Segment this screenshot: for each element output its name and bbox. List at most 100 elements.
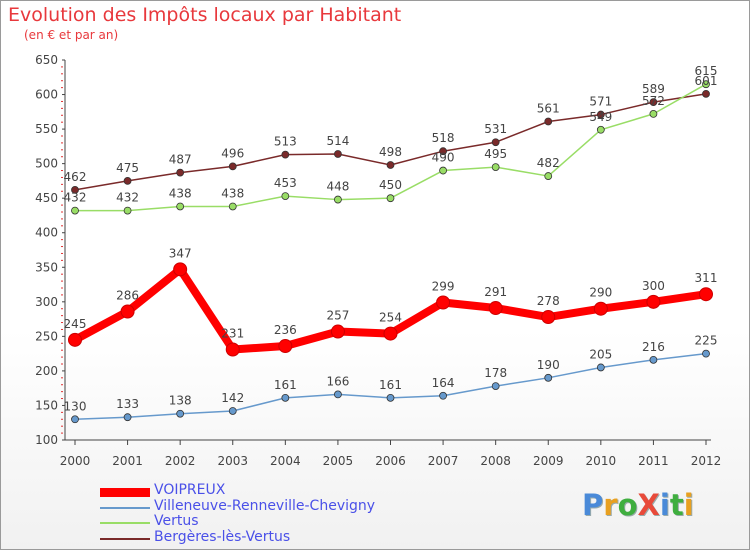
logo-letter: i [659,488,670,522]
data-point-bergeres-les-vertus [228,162,237,171]
data-labels: 462 475 487 496 513 514 498 518 531 561 571 589 601 4… [64,64,718,413]
y-tick-label: 300 [35,295,58,309]
data-label-bergeres-les-vertus: 487 [169,153,192,167]
data-label-bergeres-les-vertus: 601 [695,74,718,88]
data-point-vertus [176,202,185,211]
legend-label: Villeneuve-Renneville-Chevigny [154,497,376,514]
data-point-voipreux [173,262,188,277]
data-label-voipreux: 291 [484,285,507,299]
data-label-voipreux: 286 [116,288,139,302]
data-label-vertus: 448 [326,180,349,194]
x-tick-label: 2002 [165,454,196,468]
data-point-bergeres-les-vertus [71,185,79,194]
y-tick-label: 500 [35,157,58,171]
data-point-vertus [439,166,447,175]
data-label-villeneuve-renneville-chevigny: 190 [537,358,560,372]
x-tick-label: 2001 [112,454,143,468]
x-tick-label: 2009 [533,454,564,468]
data-point-bergeres-les-vertus [334,150,342,158]
data-point-vertus [544,172,553,180]
data-point-villeneuve-renneville-chevigny [491,382,500,391]
data-label-bergeres-les-vertus: 589 [642,82,665,96]
data-label-bergeres-les-vertus: 513 [274,135,297,149]
logo-letter: i [683,488,694,522]
x-tick-label: 2006 [375,454,406,468]
x-tick-label: 2008 [480,454,511,468]
data-label-bergeres-les-vertus: 518 [432,131,455,145]
data-label-voipreux: 245 [64,317,87,331]
data-point-voipreux [488,301,503,316]
data-point-voipreux [383,326,398,341]
data-point-voipreux [541,310,556,325]
data-point-bergeres-les-vertus [439,147,447,156]
data-point-villeneuve-renneville-chevigny [702,349,710,358]
data-label-vertus: 438 [169,186,192,200]
data-label-bergeres-les-vertus: 496 [221,146,244,160]
data-point-vertus [649,109,658,118]
data-point-vertus [702,80,710,89]
data-point-villeneuve-renneville-chevigny [71,415,79,424]
data-label-vertus: 432 [116,191,139,205]
y-tick-label: 200 [35,364,58,378]
legend-item: Villeneuve-Renneville-Chevigny [100,497,500,516]
data-point-voipreux [699,287,713,302]
data-label-villeneuve-renneville-chevigny: 133 [116,397,139,411]
data-point-voipreux [593,301,608,316]
legend-label: Vertus [154,513,199,529]
y-tick-label: 350 [35,260,58,274]
data-label-vertus: 453 [274,176,297,190]
legend-swatch [100,522,150,524]
data-label-voipreux: 300 [642,279,665,293]
data-point-bergeres-les-vertus [596,110,605,119]
data-point-villeneuve-renneville-chevigny [123,413,132,422]
data-point-bergeres-les-vertus [281,150,290,159]
data-label-vertus: 495 [484,147,507,161]
data-point-bergeres-les-vertus [176,168,185,177]
data-label-voipreux: 347 [169,246,192,260]
data-label-voipreux: 290 [589,286,612,300]
data-point-villeneuve-renneville-chevigny [228,407,237,415]
data-label-villeneuve-renneville-chevigny: 178 [484,366,507,380]
axes: 100 150 200 250 300 350 400 450 500 550 600 650 2000… [35,53,721,468]
x-tick-label: 2012 [691,454,722,468]
data-point-bergeres-les-vertus [544,117,553,126]
data-point-villeneuve-renneville-chevigny [176,409,185,418]
data-point-villeneuve-renneville-chevigny [386,393,395,402]
y-tick-label: 450 [35,191,58,205]
data-point-bergeres-les-vertus [702,89,710,98]
data-label-villeneuve-renneville-chevigny: 142 [221,391,244,405]
x-tick-label: 2007 [428,454,459,468]
data-label-voipreux: 236 [274,323,297,337]
legend-swatch [100,487,150,497]
data-label-vertus: 490 [432,151,455,165]
data-point-bergeres-les-vertus [649,98,658,107]
y-tick-label: 250 [35,329,58,343]
logo-letter: X [637,488,660,522]
data-label-voipreux: 257 [326,309,349,323]
data-point-bergeres-les-vertus [386,161,395,169]
data-label-bergeres-les-vertus: 531 [484,122,507,136]
data-label-villeneuve-renneville-chevigny: 161 [379,378,402,392]
data-label-vertus: 450 [379,178,402,192]
data-label-bergeres-les-vertus: 514 [326,134,349,148]
logo-letter: t [669,488,684,522]
proxiti-logo: ProXiti [582,488,694,522]
data-point-voipreux [120,304,135,319]
data-label-bergeres-les-vertus: 498 [379,145,402,159]
data-label-voipreux: 231 [221,326,244,340]
data-point-villeneuve-renneville-chevigny [439,391,447,400]
data-point-vertus [281,192,290,201]
data-label-bergeres-les-vertus: 462 [64,170,87,184]
legend-swatch [100,506,150,509]
data-point-vertus [491,163,500,171]
data-label-villeneuve-renneville-chevigny: 138 [169,394,192,408]
data-label-villeneuve-renneville-chevigny: 225 [695,334,718,348]
data-label-vertus: 549 [589,110,612,124]
data-label-vertus: 615 [695,64,718,78]
y-tick-label: 400 [35,226,58,240]
logo-letter: P [582,488,604,522]
chart-subtitle: (en € et par an) [24,28,119,42]
data-point-villeneuve-renneville-chevigny [596,363,605,372]
